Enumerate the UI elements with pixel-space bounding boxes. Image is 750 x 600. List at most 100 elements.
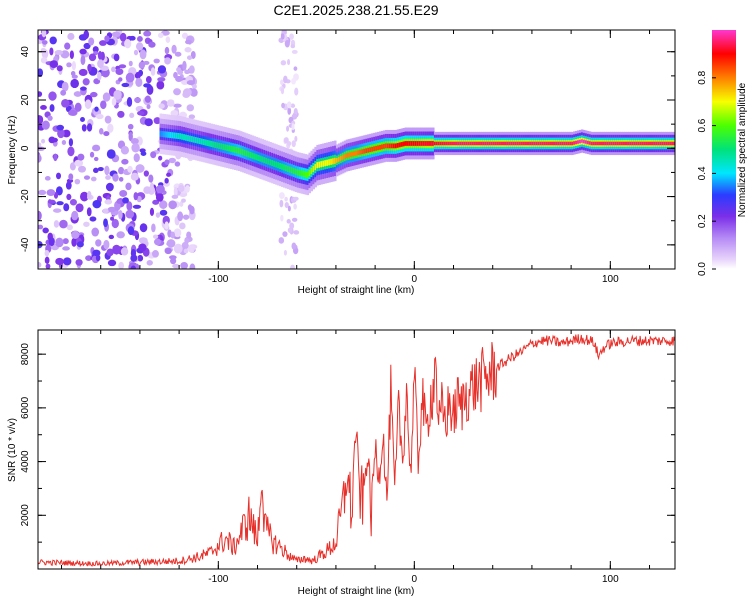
spectrogram-noise-blob [104, 115, 112, 124]
spectrogram-trace-cell [412, 141, 415, 146]
spectrogram-noise-blob [184, 237, 190, 244]
spectrogram-noise-blob [190, 50, 196, 59]
spectrogram-noise-blob [49, 60, 59, 69]
spectrogram-trace-cell [190, 136, 194, 143]
spectrogram-noise-blob [106, 149, 116, 159]
spectrogram-noise-blob [88, 53, 97, 62]
spectrogram-noise-blob [144, 118, 153, 127]
spectrogram-noise-blob [155, 212, 161, 218]
spectrogram-noise-blob [100, 100, 107, 110]
spectrogram-noise-blob [281, 102, 285, 109]
spectrogram-noise-blob [143, 170, 149, 177]
spectrogram-noise-blob [67, 32, 75, 41]
spectrogram-trace-cell [204, 139, 208, 146]
spectrogram-noise-blob [55, 237, 64, 248]
spectrogram-noise-blob [97, 59, 104, 68]
spectrogram-noise-blob [125, 182, 132, 191]
spectrogram-noise-blob [104, 165, 110, 176]
spectrogram-trace-cell [381, 144, 384, 150]
spectrogram-trace-cell [275, 161, 278, 168]
spectrogram-trace-cell [283, 164, 286, 171]
spectrogram-noise-blob [129, 112, 135, 118]
spectrogram-noise-blob [164, 247, 172, 255]
spectrogram-noise-blob [110, 216, 115, 221]
spectrogram-trace-cell [439, 141, 443, 146]
spectrogram-trace-cell [506, 141, 509, 146]
spectrogram-noise-blob [56, 124, 65, 131]
spectrogram-noise-blob [135, 164, 145, 173]
spectrogram-noise-blob [108, 234, 115, 240]
spectrogram-noise-blob [177, 184, 185, 193]
spectrogram-noise-blob [280, 214, 284, 222]
spectrogram-noise-blob [280, 87, 285, 95]
spectrogram-trace-cell [361, 149, 364, 155]
spectrogram-trace-cell [571, 141, 574, 146]
spectrogram-trace-cell [667, 141, 670, 146]
spectrogram-noise-blob [291, 77, 296, 85]
spectrogram-trace-cell [543, 141, 547, 146]
spectrogram-noise-blob [164, 177, 169, 184]
spectrogram-trace-cell [298, 169, 302, 176]
spectrogram-trace-cell [398, 142, 402, 148]
spectrogram-noise-blob [107, 206, 117, 213]
snr-y-tick-label: 2000 [20, 504, 31, 527]
spectrogram-trace-cell [408, 141, 411, 146]
spectrogram-noise-blob [69, 198, 77, 206]
spectrogram-trace-cell [633, 141, 637, 146]
spectrogram-trace-cell [284, 165, 288, 172]
colorbar-tick-label: 0.4 [697, 166, 708, 180]
spectrogram-y-tick-label: 20 [20, 94, 31, 106]
spectrogram-trace-cell [402, 141, 406, 147]
spectrogram-trace-cell [600, 141, 604, 146]
spectrogram-trace-cell [341, 155, 345, 160]
spectrogram-x-tick-label: -100 [208, 274, 228, 285]
spectrogram-noise-blob [134, 97, 141, 103]
spectrogram-noise-blob [164, 159, 170, 165]
spectrogram-noise-blob [170, 231, 176, 239]
spectrogram-noise-blob [173, 243, 183, 254]
spectrogram-trace-cell [384, 143, 388, 149]
spectrogram-noise-blob [139, 223, 148, 233]
spectrogram-noise-blob [166, 239, 176, 248]
spectrogram-noise-blob [121, 158, 129, 165]
spectrogram-noise-blob [112, 244, 121, 255]
spectrogram-noise-blob [164, 46, 170, 55]
spectrogram-trace-cell [337, 157, 341, 162]
spectrogram-trace-cell [237, 147, 241, 154]
spectrogram-noise-blob [63, 203, 70, 212]
spectrogram-noise-blob [287, 205, 291, 212]
spectrogram-trace-cell [220, 143, 223, 150]
spectrogram-trace-cell [669, 141, 672, 146]
spectrogram-noise-blob [119, 190, 128, 197]
spectrogram-noise-blob [127, 226, 135, 236]
spectrogram-trace-cell [269, 159, 272, 166]
spectrogram-trace-cell [635, 141, 639, 146]
spectrogram-noise-blob [187, 244, 196, 253]
spectrogram-noise-blob [86, 207, 92, 217]
spectrogram-noise-blob [74, 102, 82, 112]
spectrogram-trace-cell [655, 141, 658, 146]
spectrogram-noise-blob [132, 204, 142, 209]
spectrogram-trace-cell [300, 170, 304, 177]
spectrogram-noise-blob [44, 256, 50, 264]
spectrogram-trace-cell [261, 156, 264, 163]
spectrogram-noise-blob [133, 49, 139, 56]
spectrogram-trace-cell [355, 150, 359, 156]
spectrogram-noise-blob [286, 101, 292, 109]
spectrogram-noise-blob [38, 115, 44, 124]
spectrogram-trace-cell [216, 142, 219, 149]
spectrogram-trace-cell [386, 143, 390, 149]
snr-xlabel: Height of straight line (km) [298, 586, 415, 597]
spectrogram-trace-cell [175, 132, 178, 139]
spectrogram-noise-blob [105, 175, 111, 180]
spectrogram-trace-cell [582, 139, 586, 144]
spectrogram-noise-blob [93, 167, 99, 174]
spectrogram-noise-blob [40, 47, 47, 53]
spectrogram-trace-cell [232, 146, 235, 153]
spectrogram-trace-cell [314, 164, 317, 171]
spectrogram-noise-blob [188, 114, 196, 120]
spectrogram-noise-blob [92, 144, 101, 152]
spectrogram-noise-blob [85, 255, 93, 262]
spectrogram-noise-blob [61, 140, 67, 145]
spectrogram-trace-cell [461, 141, 464, 146]
